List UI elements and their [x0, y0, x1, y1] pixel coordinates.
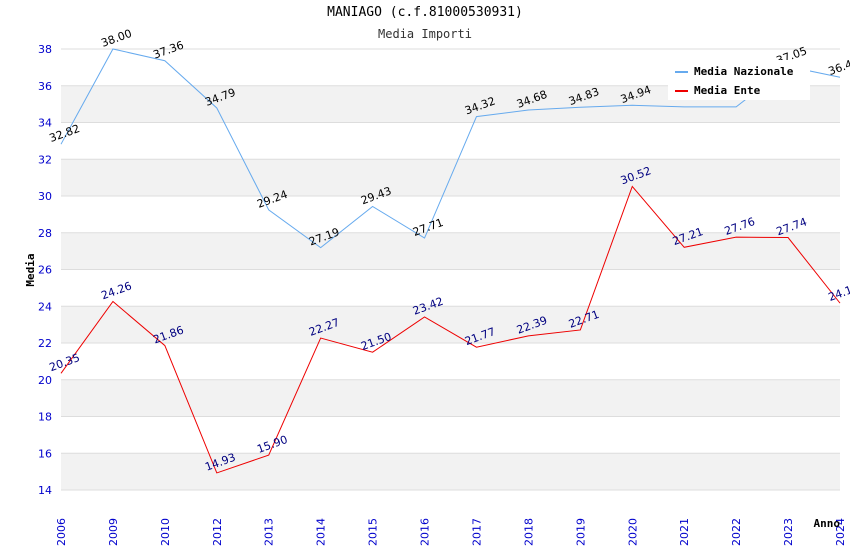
x-tick-label: 2015: [367, 518, 380, 546]
series-lines: [60, 48, 841, 474]
legend-label-ente: Media Ente: [694, 84, 761, 97]
legend-box: [668, 60, 810, 100]
y-tick-label: 24: [38, 300, 52, 313]
y-tick-label: 38: [38, 43, 52, 56]
x-tick-label: 2013: [263, 518, 276, 546]
y-tick-label: 26: [38, 264, 52, 277]
grid-band: [61, 343, 840, 380]
x-axis-label: Anno: [814, 517, 841, 530]
grid-band: [61, 416, 840, 454]
x-tick-label: 2012: [211, 518, 224, 546]
x-tick-label: 2021: [678, 518, 691, 546]
y-tick-label: 30: [38, 190, 52, 203]
y-tick-label: 20: [38, 374, 52, 387]
chart-title: MANIAGO (c.f.81000530931): [327, 5, 523, 20]
x-tick-label: 2019: [574, 518, 587, 546]
grid-band: [61, 306, 840, 343]
y-tick-label: 32: [38, 153, 52, 166]
x-tick-label: 2009: [107, 518, 120, 546]
y-tick-label: 14: [38, 484, 52, 497]
grid-band: [61, 379, 840, 417]
grid-band: [61, 453, 840, 490]
x-tick-label: 2020: [626, 518, 639, 546]
grid-lines: [61, 48, 840, 491]
y-axis-ticks: 14 16 18 20 22 24 26 28 30 32 34 36 38: [38, 43, 52, 497]
data-label: 38.00: [100, 27, 134, 50]
x-tick-label: 2024: [834, 518, 847, 546]
x-tick-label: 2022: [730, 518, 743, 546]
series-line-nazionale: [60, 48, 841, 249]
x-tick-label: 2023: [782, 518, 795, 546]
x-axis-ticks: 2006 2009 2010 2012 2013 2014 2015 2016 2017 2018…: [55, 518, 847, 546]
y-tick-label: 36: [38, 80, 52, 93]
series-line-ente: [60, 185, 841, 474]
y-tick-label: 16: [38, 447, 52, 460]
y-tick-label: 34: [38, 117, 52, 130]
y-tick-label: 28: [38, 227, 52, 240]
y-tick-label: 18: [38, 411, 52, 424]
chart-subtitle: Media Importi: [378, 27, 472, 41]
x-tick-label: 2014: [315, 518, 328, 546]
legend-label-nazionale: Media Nazionale: [694, 65, 794, 78]
x-tick-label: 2006: [55, 518, 68, 546]
x-tick-label: 2017: [470, 518, 483, 546]
grid-band: [61, 122, 840, 160]
x-tick-label: 2016: [419, 518, 432, 546]
x-tick-label: 2018: [522, 518, 535, 546]
grid-band: [61, 232, 840, 270]
y-axis-label: Media: [24, 253, 37, 286]
x-tick-label: 2010: [159, 518, 172, 546]
y-tick-label: 22: [38, 337, 52, 350]
legend: Media Nazionale Media Ente: [668, 60, 810, 100]
grid-band: [61, 196, 840, 233]
grid-band: [61, 269, 840, 307]
